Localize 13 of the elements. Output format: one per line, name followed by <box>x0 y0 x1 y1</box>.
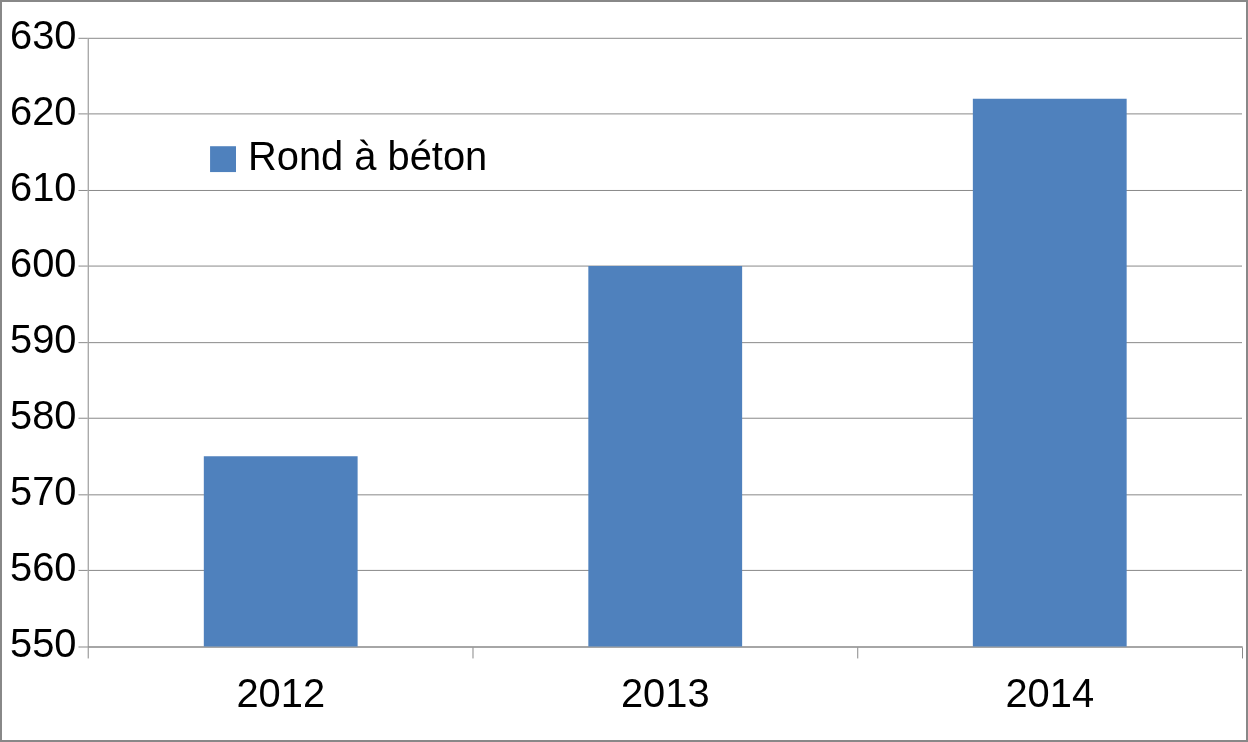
y-tick-label: 610 <box>9 164 77 209</box>
y-tick-label: 630 <box>9 12 77 57</box>
x-tick-label: 2012 <box>236 671 326 716</box>
y-tick-label: 550 <box>9 621 77 666</box>
y-tick-label: 590 <box>9 317 77 362</box>
legend-label: Rond à béton <box>247 134 488 179</box>
y-tick-label: 570 <box>9 469 77 514</box>
x-tick-label: 2014 <box>1005 671 1095 716</box>
y-tick-label: 600 <box>9 241 77 286</box>
y-tick-label: 620 <box>9 88 77 133</box>
x-tick-label: 2013 <box>620 671 710 716</box>
y-tick-label: 580 <box>9 393 77 438</box>
y-tick-label: 560 <box>9 545 77 590</box>
